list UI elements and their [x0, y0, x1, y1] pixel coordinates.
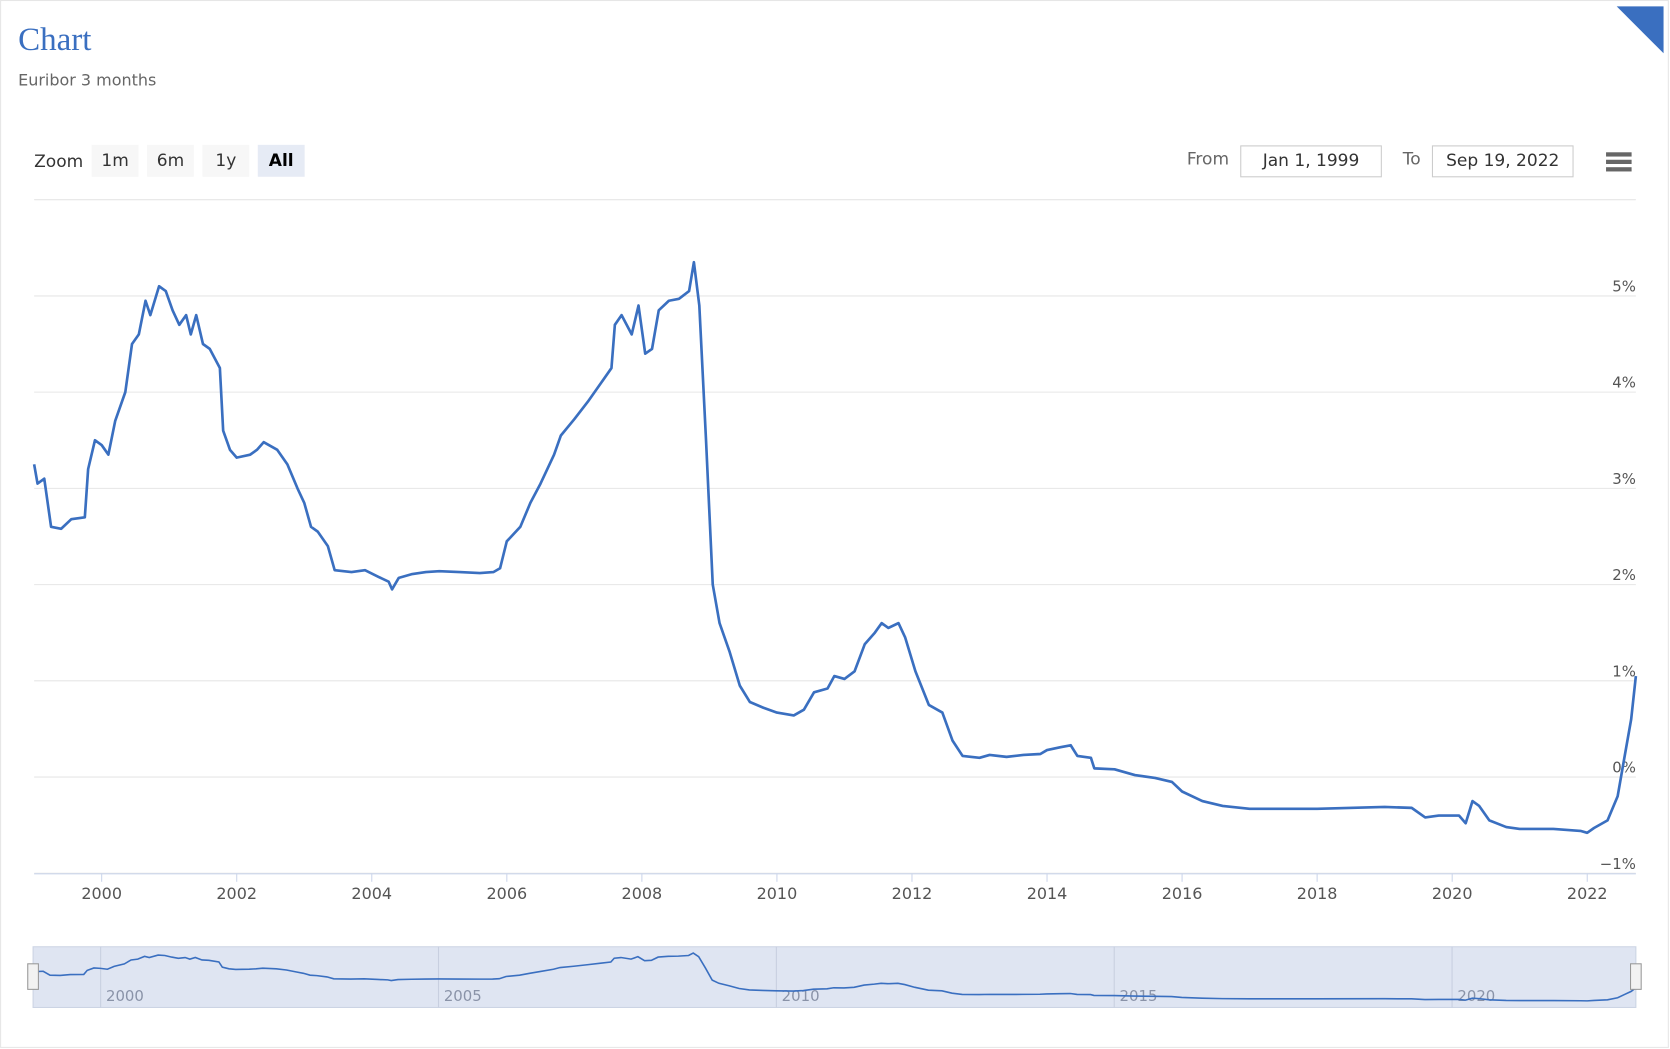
- y-tick-label: 2%: [1612, 566, 1636, 584]
- zoom-button[interactable]: [91, 144, 139, 177]
- zoom-button-label[interactable]: 1m: [101, 151, 128, 171]
- x-tick-label: 2004: [351, 884, 392, 903]
- menu-bar[interactable]: [1606, 152, 1632, 157]
- navigator-tick-label: 2005: [444, 987, 482, 1005]
- corner-marker: [1616, 6, 1664, 54]
- y-tick-label: 3%: [1612, 470, 1636, 488]
- x-tick-label: 2002: [216, 884, 257, 903]
- y-tick-label: −1%: [1600, 855, 1636, 873]
- zoom-label: Zoom: [34, 152, 83, 172]
- x-tick-label: 2018: [1297, 884, 1338, 903]
- zoom-button[interactable]: [202, 144, 250, 177]
- x-tick-label: 2022: [1567, 884, 1608, 903]
- zoom-button[interactable]: [257, 144, 305, 177]
- y-tick-label: 0%: [1612, 759, 1636, 777]
- zoom-button-label[interactable]: All: [269, 151, 294, 171]
- chart-title: Chart: [18, 22, 91, 58]
- chart-subtitle: Euribor 3 months: [18, 70, 156, 89]
- zoom-button[interactable]: [147, 144, 194, 177]
- y-tick-label: 4%: [1612, 374, 1636, 392]
- navigator-mask: [32, 946, 1637, 1008]
- x-tick-label: 2010: [757, 884, 798, 903]
- navigator-handle[interactable]: [27, 963, 39, 990]
- from-input[interactable]: [1240, 145, 1382, 178]
- navigator-tick-label: 2000: [106, 987, 144, 1005]
- to-label: To: [1402, 150, 1421, 170]
- x-tick-label: 2012: [892, 884, 933, 903]
- menu-button[interactable]: [1606, 152, 1632, 172]
- x-tick-label: 2006: [487, 884, 528, 903]
- navigator-tick-label: 2020: [1457, 987, 1495, 1005]
- x-tick-label: 2014: [1027, 884, 1068, 903]
- from-value[interactable]: Jan 1, 1999: [1262, 151, 1360, 171]
- zoom-button-label[interactable]: 1y: [215, 151, 236, 171]
- x-tick-label: 2016: [1162, 884, 1203, 903]
- navigator-line: [32, 952, 1637, 1002]
- x-tick-label: 2000: [81, 884, 122, 903]
- x-tick-label: 2020: [1432, 884, 1473, 903]
- zoom-buttons: 1m 6m 1y All: [91, 144, 305, 177]
- zoom-button-label[interactable]: 6m: [157, 151, 184, 171]
- from-label: From: [1187, 150, 1229, 170]
- y-tick-label: 5%: [1612, 277, 1636, 295]
- to-input[interactable]: [1431, 145, 1574, 178]
- menu-bar[interactable]: [1606, 167, 1632, 172]
- menu-bar[interactable]: [1606, 159, 1632, 165]
- to-value[interactable]: Sep 19, 2022: [1446, 151, 1559, 171]
- x-tick-label: 2008: [622, 884, 663, 903]
- series-line: [32, 260, 1638, 835]
- navigator-handle[interactable]: [1630, 963, 1642, 990]
- y-tick-label: 1%: [1612, 662, 1636, 680]
